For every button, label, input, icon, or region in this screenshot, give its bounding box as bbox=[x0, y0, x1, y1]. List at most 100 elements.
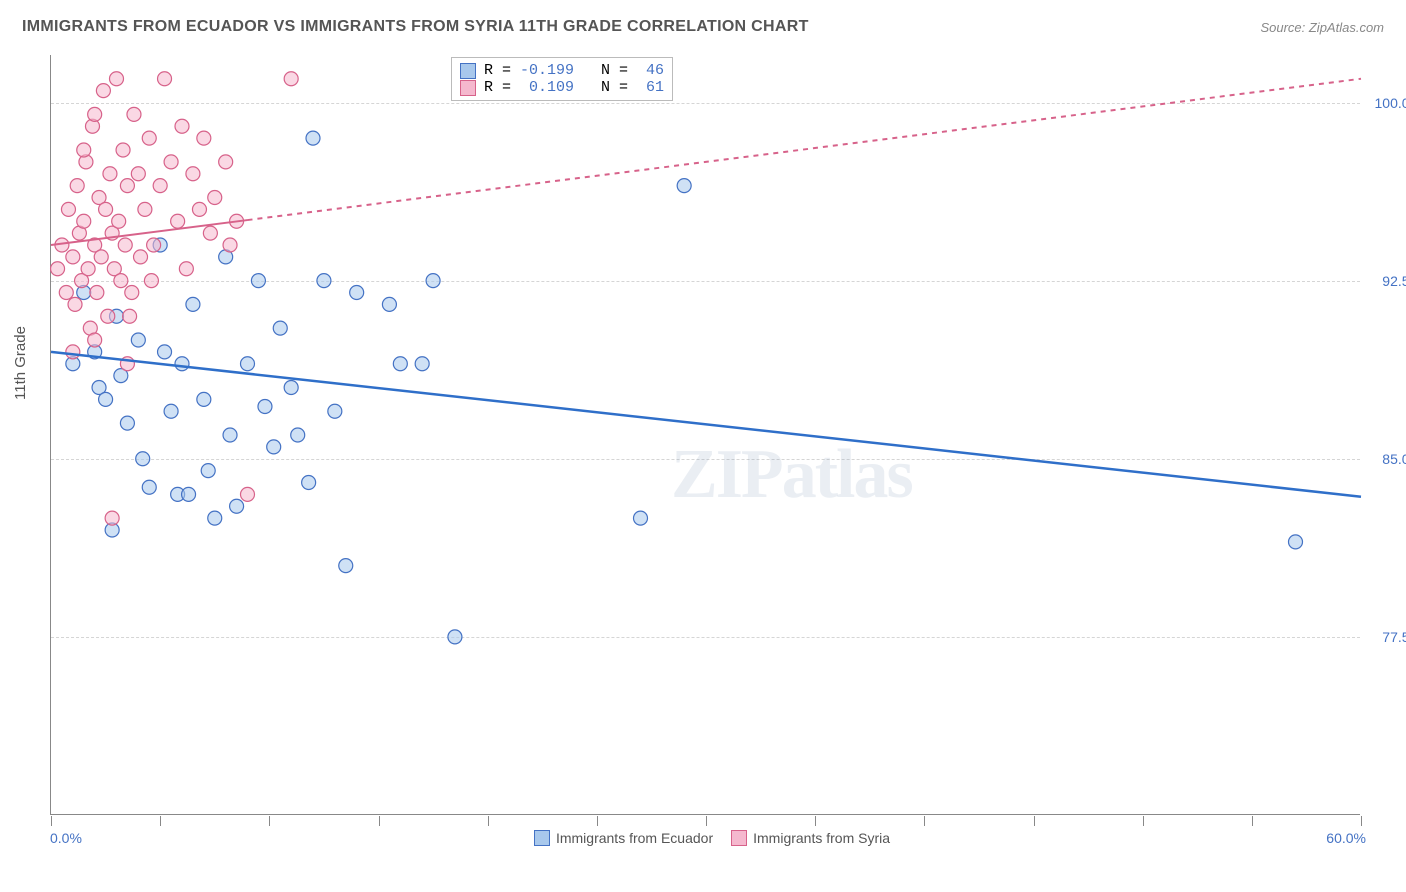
x-tick bbox=[597, 816, 598, 826]
data-point bbox=[393, 357, 407, 371]
x-tick bbox=[269, 816, 270, 826]
data-point bbox=[70, 179, 84, 193]
data-point bbox=[96, 84, 110, 98]
y-tick-label: 92.5% bbox=[1367, 273, 1406, 289]
data-point bbox=[223, 428, 237, 442]
stat-legend: R = -0.199 N = 46R = 0.109 N = 61 bbox=[451, 57, 673, 101]
data-point bbox=[350, 286, 364, 300]
data-point bbox=[77, 214, 91, 228]
data-point bbox=[634, 511, 648, 525]
x-tick bbox=[488, 816, 489, 826]
data-point bbox=[302, 476, 316, 490]
y-axis-label: 11th Grade bbox=[12, 326, 29, 400]
data-point bbox=[175, 357, 189, 371]
data-point bbox=[197, 392, 211, 406]
data-point bbox=[116, 143, 130, 157]
data-point bbox=[1289, 535, 1303, 549]
data-point bbox=[182, 487, 196, 501]
x-tick bbox=[706, 816, 707, 826]
legend-label: Immigrants from Syria bbox=[753, 830, 890, 846]
data-point bbox=[284, 72, 298, 86]
data-point bbox=[171, 214, 185, 228]
data-point bbox=[123, 309, 137, 323]
data-point bbox=[158, 345, 172, 359]
data-point bbox=[291, 428, 305, 442]
x-tick bbox=[51, 816, 52, 826]
data-point bbox=[138, 202, 152, 216]
legend-swatch bbox=[731, 830, 747, 846]
data-point bbox=[61, 202, 75, 216]
data-point bbox=[127, 107, 141, 121]
regression-line bbox=[51, 352, 1361, 497]
data-point bbox=[448, 630, 462, 644]
data-point bbox=[219, 155, 233, 169]
data-point bbox=[99, 202, 113, 216]
data-point bbox=[186, 297, 200, 311]
data-point bbox=[164, 155, 178, 169]
data-point bbox=[131, 333, 145, 347]
data-point bbox=[284, 381, 298, 395]
stat-legend-row: R = -0.199 N = 46 bbox=[460, 62, 664, 79]
data-point bbox=[59, 286, 73, 300]
data-point bbox=[192, 202, 206, 216]
data-point bbox=[258, 400, 272, 414]
data-point bbox=[142, 480, 156, 494]
data-point bbox=[339, 559, 353, 573]
data-point bbox=[158, 72, 172, 86]
data-point bbox=[136, 452, 150, 466]
data-point bbox=[144, 274, 158, 288]
legend-label: Immigrants from Ecuador bbox=[556, 830, 713, 846]
data-point bbox=[186, 167, 200, 181]
data-point bbox=[241, 357, 255, 371]
data-point bbox=[382, 297, 396, 311]
x-tick bbox=[1034, 816, 1035, 826]
legend-swatch bbox=[460, 80, 476, 96]
regression-line-dashed bbox=[248, 79, 1362, 220]
data-point bbox=[131, 167, 145, 181]
data-point bbox=[81, 262, 95, 276]
data-point bbox=[114, 274, 128, 288]
data-point bbox=[241, 487, 255, 501]
data-point bbox=[230, 499, 244, 513]
x-tick bbox=[379, 816, 380, 826]
data-point bbox=[164, 404, 178, 418]
x-tick bbox=[160, 816, 161, 826]
data-point bbox=[66, 250, 80, 264]
data-point bbox=[251, 274, 265, 288]
data-point bbox=[94, 250, 108, 264]
y-tick-label: 100.0% bbox=[1367, 95, 1406, 111]
data-point bbox=[273, 321, 287, 335]
data-point bbox=[88, 107, 102, 121]
data-point bbox=[77, 143, 91, 157]
x-tick bbox=[1143, 816, 1144, 826]
data-point bbox=[267, 440, 281, 454]
data-point bbox=[66, 345, 80, 359]
data-point bbox=[120, 179, 134, 193]
data-point bbox=[68, 297, 82, 311]
data-point bbox=[306, 131, 320, 145]
plot-area: 77.5%85.0%92.5%100.0% ZIPatlas R = -0.19… bbox=[50, 55, 1360, 815]
chart-title: IMMIGRANTS FROM ECUADOR VS IMMIGRANTS FR… bbox=[22, 18, 809, 36]
data-point bbox=[175, 119, 189, 133]
x-tick bbox=[1361, 816, 1362, 826]
y-tick-label: 85.0% bbox=[1367, 451, 1406, 467]
data-point bbox=[328, 404, 342, 418]
data-point bbox=[153, 179, 167, 193]
data-point bbox=[317, 274, 331, 288]
data-point bbox=[142, 131, 156, 145]
data-point bbox=[426, 274, 440, 288]
data-point bbox=[118, 238, 132, 252]
data-point bbox=[90, 286, 104, 300]
stat-legend-row: R = 0.109 N = 61 bbox=[460, 79, 664, 96]
data-point bbox=[415, 357, 429, 371]
data-point bbox=[112, 214, 126, 228]
data-point bbox=[101, 309, 115, 323]
data-point bbox=[197, 131, 211, 145]
data-point bbox=[147, 238, 161, 252]
x-tick bbox=[815, 816, 816, 826]
data-point bbox=[201, 464, 215, 478]
data-point bbox=[88, 333, 102, 347]
legend-swatch bbox=[534, 830, 550, 846]
data-point bbox=[134, 250, 148, 264]
scatter-svg bbox=[51, 55, 1360, 814]
